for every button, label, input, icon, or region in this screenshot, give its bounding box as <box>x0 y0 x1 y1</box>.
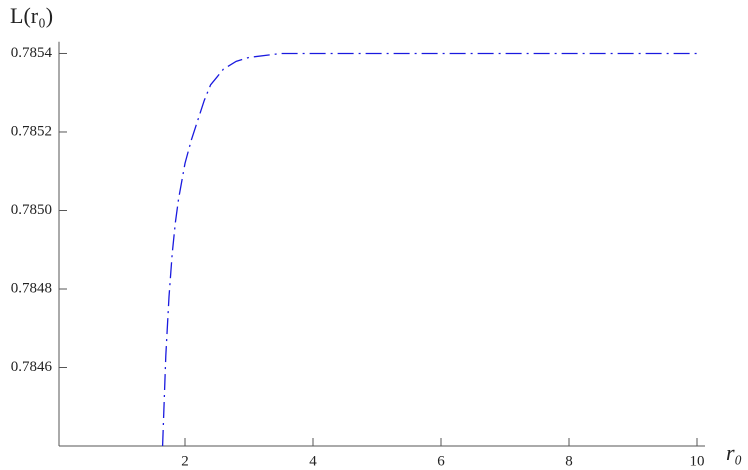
y-tick-label: 0.7852 <box>11 123 52 139</box>
y-tick-label: 0.7846 <box>11 359 53 375</box>
x-axis-title: r₀ <box>726 440 742 465</box>
x-tick-label: 6 <box>437 453 445 469</box>
x-tick-label: 2 <box>181 453 189 469</box>
y-tick-label: 0.7850 <box>11 202 52 218</box>
x-tick-label: 8 <box>565 453 573 469</box>
y-tick-label: 0.7848 <box>11 280 52 296</box>
data-line <box>161 52 697 447</box>
y-tick-label: 0.7854 <box>11 45 53 61</box>
x-tick-label: 10 <box>690 453 705 469</box>
y-axis-title: L(r₀) <box>10 3 53 28</box>
x-tick-label: 4 <box>309 453 317 469</box>
